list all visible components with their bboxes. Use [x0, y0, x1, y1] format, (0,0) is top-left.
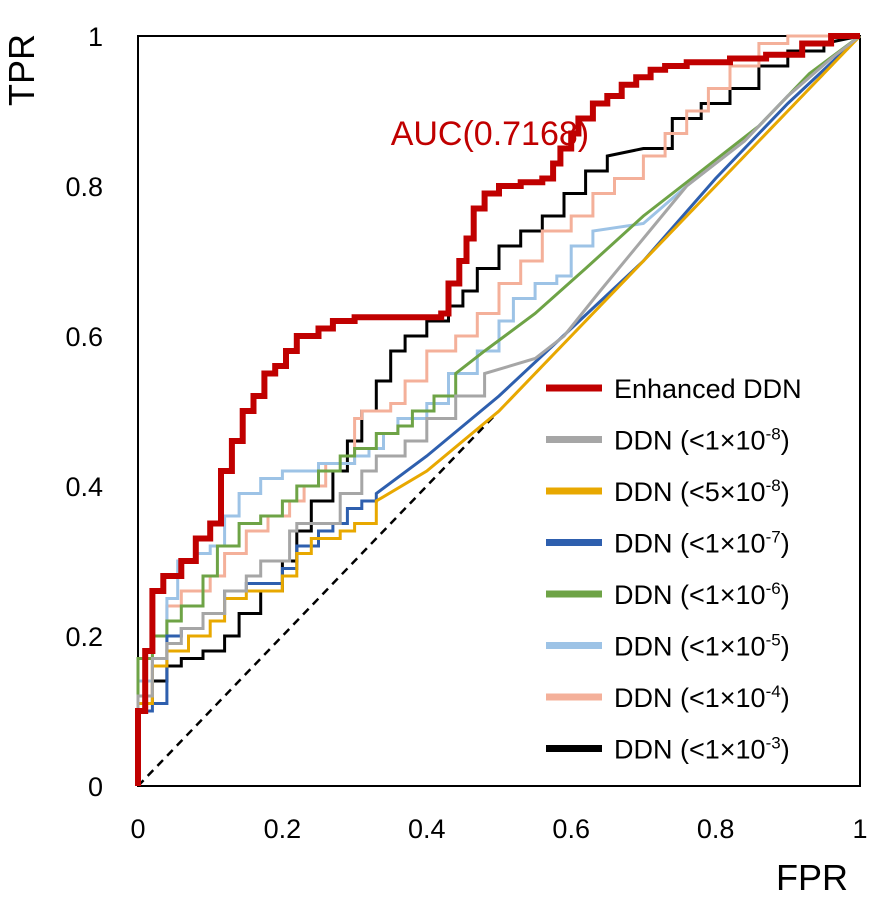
auc-annotation: AUC(0.7168) — [391, 115, 589, 153]
legend-label-2: DDN (<5×10-8) — [614, 476, 790, 507]
series-line-3 — [136, 34, 862, 786]
legend: Enhanced DDN DDN (<1×10-8) DDN (<5×10-8) DD… — [546, 374, 802, 765]
series-line-0 — [135, 33, 860, 786]
legend-label-6: DDN (<1×10-4) — [614, 682, 790, 713]
y-tick-label: 0.2 — [65, 622, 103, 652]
y-tick-label: 0 — [88, 772, 103, 802]
x-tick-label: 0 — [130, 814, 145, 844]
legend-label-1: DDN (<1×10-8) — [614, 425, 790, 456]
plot-area-frame — [137, 35, 861, 787]
x-tick-label: 1 — [852, 814, 867, 844]
legend-label-0: Enhanced DDN — [614, 374, 802, 404]
legend-label-4: DDN (<1×10-6) — [614, 579, 790, 610]
y-tick-label: 0.4 — [65, 472, 103, 502]
y-tick-label: 0.6 — [65, 322, 103, 352]
x-tick-label: 0.2 — [264, 814, 302, 844]
y-tick-label: 0.8 — [65, 172, 103, 202]
series-lines-layer — [135, 33, 862, 787]
x-axis-title: FPR — [776, 857, 848, 898]
ticks-layer: 0 0.2 0.4 0.6 0.8 1 0 0.2 0.4 0.6 0.8 1 — [65, 22, 867, 844]
x-tick-label: 0.4 — [408, 814, 446, 844]
series-line-2 — [136, 34, 862, 786]
series-line-1 — [136, 34, 861, 786]
y-axis-title: TPR — [1, 34, 42, 106]
series-line-4 — [136, 34, 861, 786]
legend-label-5: DDN (<1×10-5) — [614, 631, 790, 662]
legend-label-7: DDN (<1×10-3) — [614, 734, 790, 765]
series-line-6 — [136, 34, 860, 786]
series-line-7 — [136, 34, 861, 786]
x-tick-label: 0.6 — [552, 814, 590, 844]
legend-label-3: DDN (<1×10-7) — [614, 528, 790, 559]
y-tick-label: 1 — [88, 22, 103, 52]
x-tick-label: 0.8 — [697, 814, 735, 844]
